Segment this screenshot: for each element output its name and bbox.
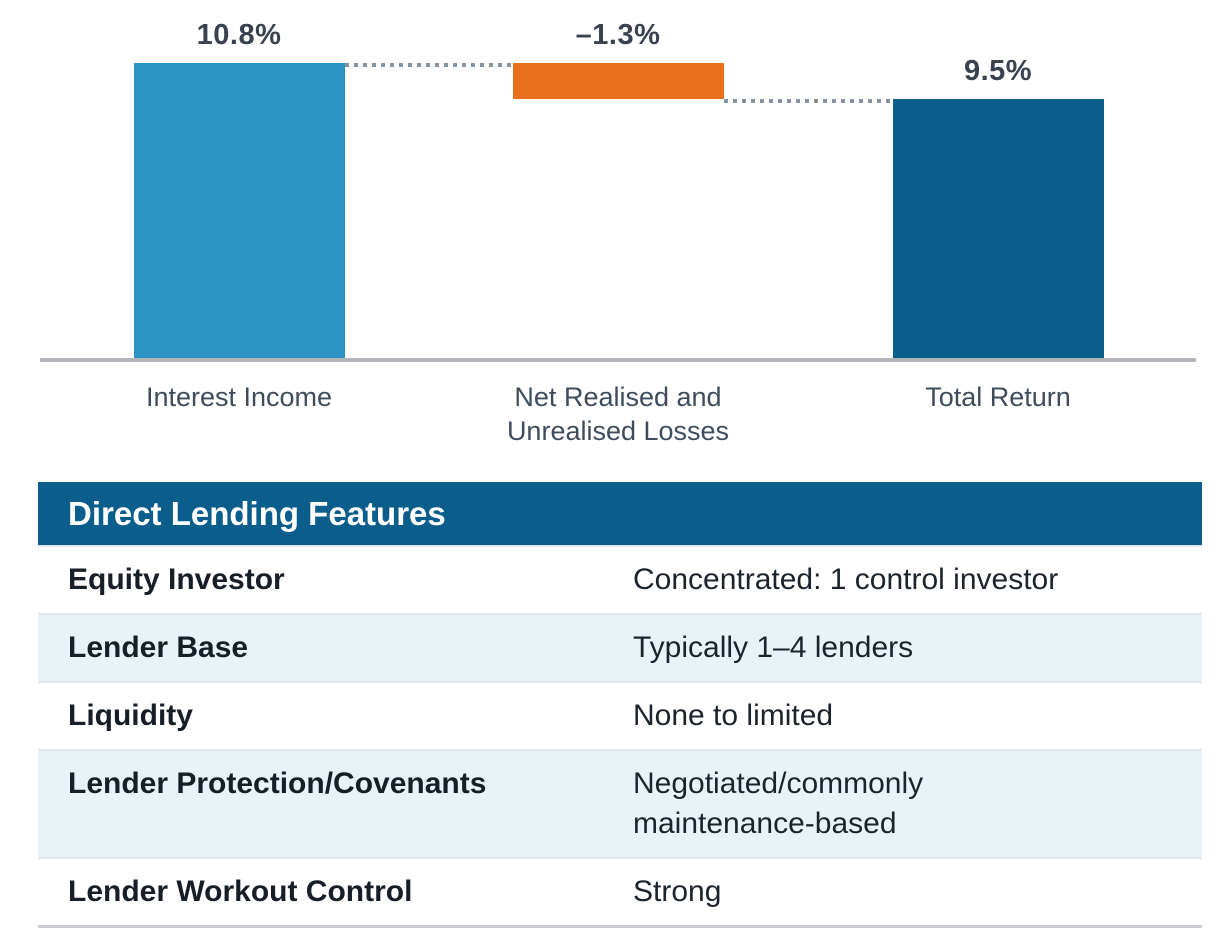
connector-dotted-line — [723, 98, 893, 103]
bar-net-losses — [512, 63, 724, 99]
table-title: Direct Lending Features — [38, 482, 1202, 545]
bar-value-label: 10.8% — [196, 19, 282, 52]
direct-lending-features-table: Direct Lending Features Equity Investor … — [38, 482, 1202, 928]
connector-dotted-line — [344, 63, 513, 68]
feature-value: Strong — [633, 875, 722, 908]
category-label: Net Realised and Unrealised Losses — [506, 382, 730, 446]
bar-total-return — [892, 98, 1104, 358]
feature-label: Lender Workout Control — [68, 875, 413, 908]
table-row: Lender Protection/Covenants Negotiated/c… — [38, 749, 1202, 857]
feature-label: Lender Protection/Covenants — [68, 767, 487, 800]
table-row: Lender Base Typically 1–4 lenders — [38, 613, 1202, 681]
bar-value-label: 9.5% — [963, 54, 1033, 87]
feature-label: Equity Investor — [68, 563, 285, 596]
table-row: Liquidity None to limited — [38, 681, 1202, 749]
category-label: Total Return — [925, 382, 1071, 412]
feature-value: None to limited — [633, 699, 834, 732]
bar-value-label: –1.3% — [575, 19, 661, 52]
table-row: Equity Investor Concentrated: 1 control … — [38, 545, 1202, 613]
feature-label: Lender Base — [68, 631, 249, 664]
x-axis-baseline — [40, 358, 1196, 362]
feature-value: Concentrated: 1 control investor — [633, 563, 1059, 596]
feature-value: Negotiated/commonly maintenance-based — [633, 767, 924, 840]
feature-value: Typically 1–4 lenders — [633, 631, 914, 664]
table-row: Lender Workout Control Strong — [38, 857, 1202, 925]
feature-label: Liquidity — [68, 699, 193, 732]
category-label: Interest Income — [145, 382, 333, 412]
waterfall-chart: 10.8% –1.3% 9.5% Interest Income Net Rea… — [0, 0, 1229, 462]
bar-interest-income — [133, 63, 345, 358]
